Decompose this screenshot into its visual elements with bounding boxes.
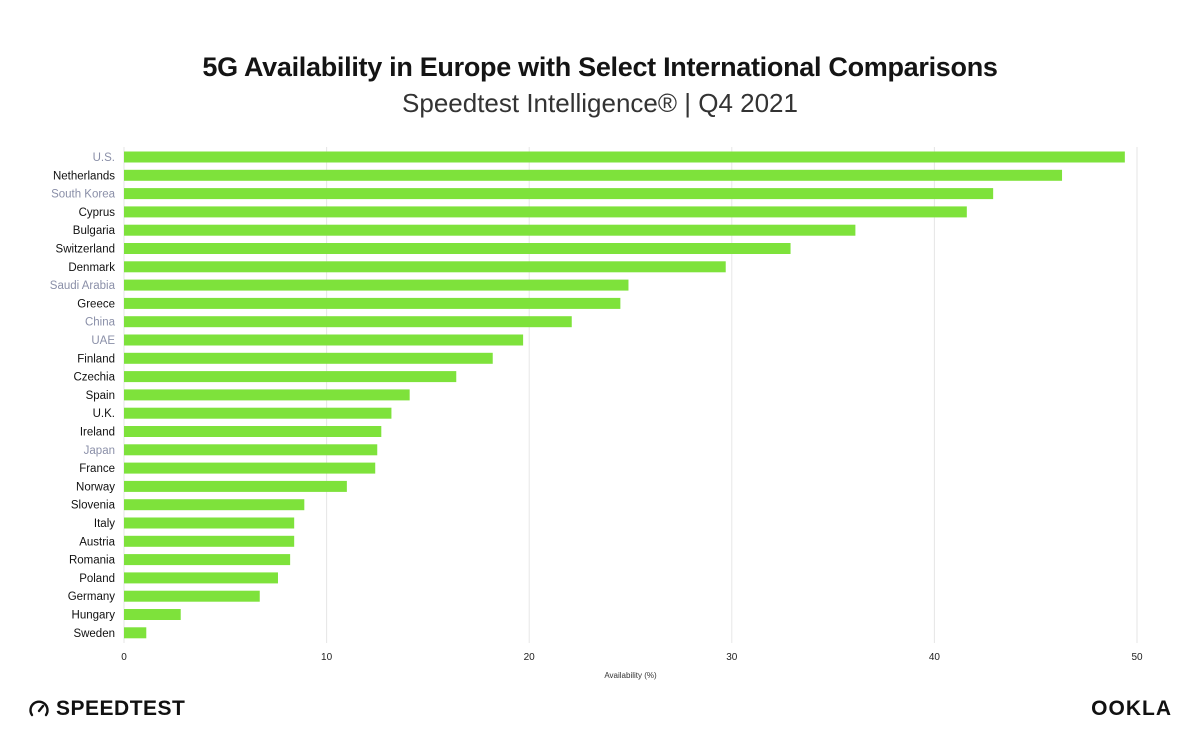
category-label: Greece (77, 298, 115, 310)
category-label: Romania (69, 555, 116, 567)
category-label: Poland (79, 573, 115, 585)
category-label: Germany (68, 591, 116, 603)
category-label: Slovenia (71, 500, 116, 512)
category-label: Finland (77, 353, 115, 365)
bar (124, 279, 629, 291)
category-label: Japan (84, 445, 115, 457)
category-label: Switzerland (56, 244, 115, 256)
category-label: Netherlands (53, 170, 115, 182)
bar (124, 316, 572, 328)
ookla-logo: OOKLA (1091, 697, 1172, 720)
category-label: Denmark (68, 262, 115, 274)
chart-title: 5G Availability in Europe with Select In… (202, 52, 998, 82)
speedtest-wordmark: SPEEDTEST (56, 697, 186, 720)
bar (124, 407, 392, 419)
category-label: Cyprus (79, 207, 116, 219)
category-label: Austria (79, 536, 115, 548)
x-tick-label: 20 (524, 652, 536, 663)
category-label: Italy (94, 518, 115, 530)
speedometer-icon (29, 700, 49, 717)
bar (124, 480, 347, 492)
bar (124, 334, 524, 346)
bar (124, 224, 856, 236)
bar (124, 462, 376, 474)
category-label: UAE (91, 335, 115, 347)
category-label: U.K. (93, 408, 115, 420)
x-tick-label: 0 (121, 652, 127, 663)
category-label: Saudi Arabia (50, 280, 116, 292)
chart-subtitle: Speedtest Intelligence® | Q4 2021 (402, 88, 798, 118)
bar-chart: 0 10 20 30 40 50 Availability (%) U.S. Netherlan… (50, 147, 1143, 680)
category-label: China (85, 317, 116, 329)
category-label: Hungary (72, 610, 116, 622)
category-label: South Korea (51, 189, 116, 201)
bar (124, 206, 967, 218)
category-label: Czechia (73, 372, 115, 384)
x-tick-label: 40 (929, 652, 941, 663)
bar (124, 590, 260, 602)
x-tick-label: 10 (321, 652, 333, 663)
bar (124, 609, 181, 620)
bar (124, 352, 493, 364)
category-label: U.S. (93, 152, 115, 164)
bar (124, 572, 278, 584)
category-label: France (79, 463, 115, 475)
bar (124, 188, 994, 200)
bar (124, 261, 726, 273)
x-axis-label: Availability (%) (604, 671, 657, 680)
bar (124, 554, 291, 566)
category-label: Norway (76, 481, 115, 493)
x-tick-label: 50 (1131, 652, 1143, 663)
bar (124, 499, 305, 511)
bar (124, 169, 1063, 181)
bar (124, 243, 791, 254)
category-label: Bulgaria (73, 225, 116, 237)
bar (124, 389, 410, 401)
x-tick-label: 30 (726, 652, 738, 663)
bar (124, 517, 295, 529)
category-label: Sweden (73, 628, 115, 640)
bar (124, 371, 457, 383)
category-label: Ireland (80, 427, 115, 439)
bar (124, 535, 295, 547)
bar (124, 151, 1125, 163)
bar (124, 444, 378, 456)
bar (124, 627, 147, 639)
category-label: Spain (86, 390, 115, 402)
bar (124, 297, 621, 309)
bar (124, 426, 382, 437)
speedtest-logo: SPEEDTEST (28, 697, 185, 721)
